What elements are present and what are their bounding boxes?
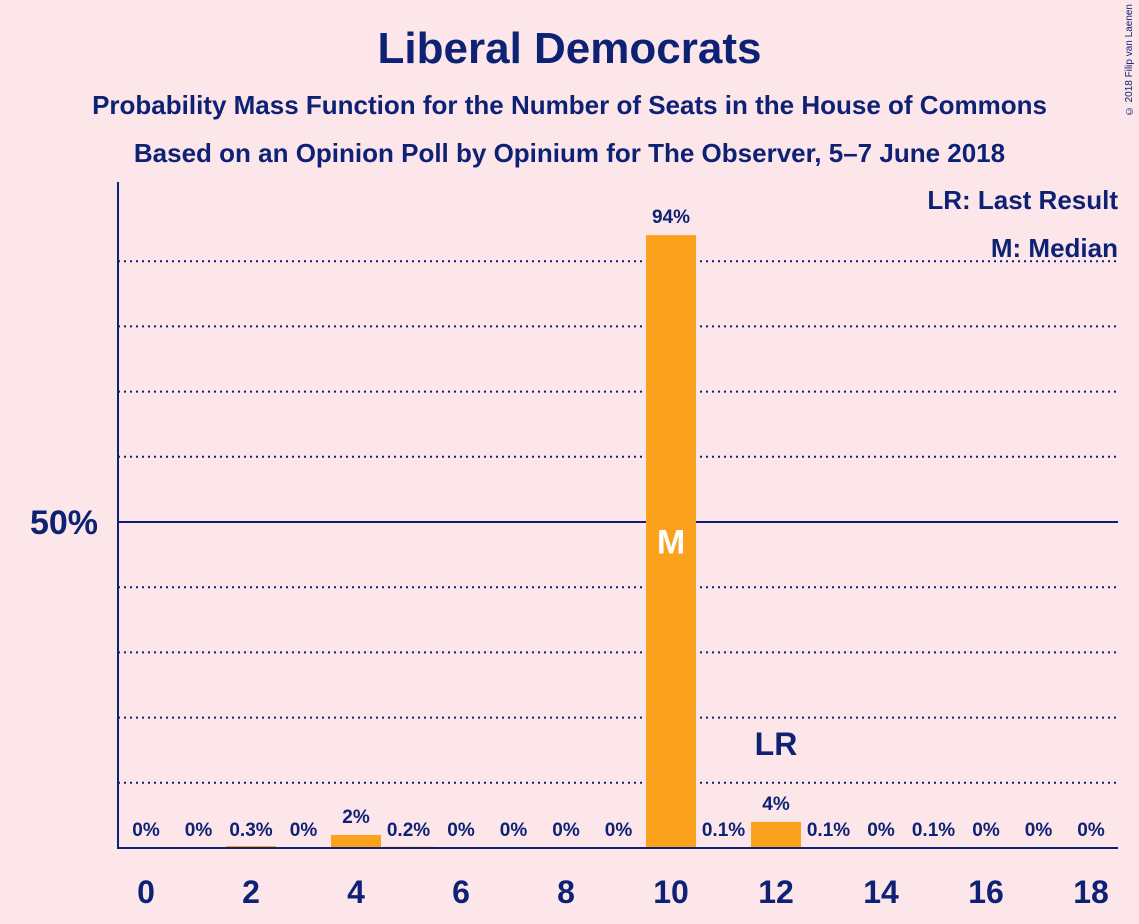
x-tick-label-18: 18 — [1073, 874, 1109, 910]
data-label-seat-7: 0% — [500, 820, 528, 841]
data-label-seat-17: 0% — [1025, 820, 1053, 841]
x-tick-label-4: 4 — [347, 874, 365, 910]
bar-seat-4 — [331, 834, 381, 848]
chart-subtitle-source: Based on an Opinion Poll by Opinium for … — [133, 138, 1006, 168]
data-label-seat-1: 0% — [185, 820, 213, 841]
chart-subtitle: Probability Mass Function for the Number… — [92, 90, 1047, 120]
gridlines — [118, 260, 1118, 784]
median-marker: M — [657, 524, 685, 562]
data-label-seat-9: 0% — [605, 820, 633, 841]
x-tick-label-2: 2 — [242, 874, 260, 910]
bar-seat-12 — [751, 821, 801, 848]
data-label-seat-14: 0% — [867, 820, 895, 841]
x-tick-label-12: 12 — [758, 874, 794, 910]
data-label-seat-2: 0.3% — [229, 820, 272, 841]
data-label-seat-4: 2% — [342, 807, 370, 828]
data-label-seat-3: 0% — [290, 820, 318, 841]
data-label-seat-5: 0.2% — [387, 820, 430, 841]
legend-last-result: LR: Last Result — [927, 185, 1118, 215]
x-tick-label-6: 6 — [452, 874, 470, 910]
data-label-seat-10: 94% — [652, 207, 690, 228]
last-result-marker: LR — [755, 726, 798, 762]
data-label-seat-13: 0.1% — [807, 820, 850, 841]
legend-median: M: Median — [991, 233, 1118, 263]
x-tick-label-10: 10 — [653, 874, 689, 910]
bar-seat-10 — [646, 235, 696, 848]
x-tick-label-14: 14 — [863, 874, 899, 910]
x-tick-label-0: 0 — [137, 874, 155, 910]
x-tick-label-8: 8 — [557, 874, 575, 910]
data-label-seat-8: 0% — [552, 820, 580, 841]
markers: M LR — [657, 524, 797, 762]
data-label-seat-18: 0% — [1077, 820, 1105, 841]
data-label-seat-6: 0% — [447, 820, 475, 841]
chart-title: Liberal Democrats — [377, 24, 762, 73]
y-tick-label-50: 50% — [30, 504, 98, 542]
data-label-seat-16: 0% — [972, 820, 1000, 841]
axes: 0 2 4 6 8 10 12 14 16 18 50% — [30, 182, 1118, 910]
data-label-seat-11: 0.1% — [702, 820, 745, 841]
bars — [226, 235, 959, 848]
data-labels: 0% 0% 0.3% 0% 2% 0.2% 0% 0% 0% 0% 94% 0.1% 4% 0.1% 0% 0… — [132, 207, 1105, 841]
data-label-seat-12: 4% — [762, 794, 790, 815]
data-label-seat-0: 0% — [132, 820, 160, 841]
x-tick-label-16: 16 — [968, 874, 1004, 910]
data-label-seat-15: 0.1% — [912, 820, 955, 841]
